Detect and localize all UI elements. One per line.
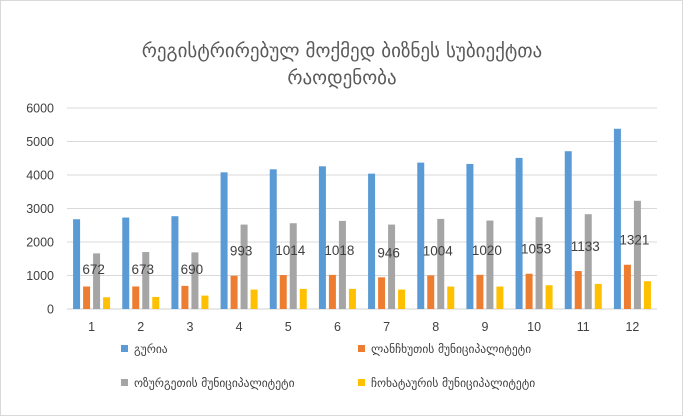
bar-series-3-cat-1 bbox=[93, 253, 101, 309]
data-label: 1018 bbox=[324, 243, 354, 258]
chart-title: რეგისტრირებულ მოქმედ ბიზნეს სუბიექტთა რა… bbox=[142, 40, 542, 89]
data-label: 1004 bbox=[423, 243, 454, 258]
bar-series-2-cat-2 bbox=[132, 286, 140, 309]
y-tick-label: 2000 bbox=[26, 236, 54, 250]
chart-title-line-1: რეგისტრირებულ მოქმედ ბიზნეს სუბიექტთა bbox=[142, 40, 542, 62]
bars bbox=[73, 128, 651, 309]
bar-series-3-cat-5 bbox=[289, 223, 297, 309]
bar-series-4-cat-8 bbox=[447, 286, 455, 309]
bar-series-1-cat-5 bbox=[269, 169, 277, 309]
bar-series-2-cat-11 bbox=[574, 271, 582, 309]
x-tick-label: 1 bbox=[88, 320, 95, 334]
y-tick-label: 1000 bbox=[26, 269, 54, 283]
bar-series-2-cat-1 bbox=[83, 286, 91, 309]
bar-series-3-cat-12 bbox=[633, 200, 641, 309]
data-label: 1014 bbox=[275, 243, 306, 258]
bar-series-1-cat-12 bbox=[613, 128, 621, 309]
x-tick-label: 10 bbox=[527, 320, 541, 334]
bar-series-1-cat-10 bbox=[515, 157, 523, 309]
data-label: 690 bbox=[181, 262, 204, 277]
y-tick-label: 4000 bbox=[26, 169, 54, 183]
bar-series-4-cat-12 bbox=[643, 281, 651, 309]
y-axis-ticks: 0 1000 2000 3000 4000 5000 6000 bbox=[26, 102, 54, 317]
bar-series-1-cat-6 bbox=[318, 166, 326, 309]
x-tick-label: 12 bbox=[625, 320, 639, 334]
bar-series-4-cat-6 bbox=[348, 288, 356, 309]
x-tick-label: 7 bbox=[383, 320, 390, 334]
data-label: 673 bbox=[131, 262, 154, 277]
x-tick-label: 2 bbox=[137, 320, 144, 334]
data-label: 946 bbox=[377, 245, 400, 260]
legend-swatch bbox=[121, 379, 128, 386]
x-tick-label: 8 bbox=[432, 320, 439, 334]
data-labels: 672 673 690 993 1014 1018 946 1004 1020 1053 1133 1… bbox=[82, 233, 649, 277]
bar-series-1-cat-3 bbox=[171, 216, 179, 309]
x-tick-label: 11 bbox=[577, 320, 590, 334]
x-tick-label: 4 bbox=[236, 320, 243, 334]
data-label: 993 bbox=[230, 244, 253, 259]
bar-series-2-cat-3 bbox=[181, 285, 189, 309]
legend: გურია ლანჩხუთის მუნიციპალიტეტი ოზურგეთის მ… bbox=[121, 342, 535, 390]
bar-series-4-cat-2 bbox=[152, 296, 160, 309]
bar-series-4-cat-1 bbox=[103, 297, 111, 309]
bar-series-4-cat-7 bbox=[398, 289, 406, 309]
bar-series-1-cat-9 bbox=[466, 163, 474, 309]
bar-series-4-cat-11 bbox=[594, 283, 602, 309]
y-tick-label: 0 bbox=[47, 303, 54, 317]
gridlines bbox=[67, 107, 657, 310]
bar-series-3-cat-4 bbox=[240, 224, 248, 309]
data-label: 1020 bbox=[472, 243, 502, 258]
y-tick-label: 5000 bbox=[26, 135, 54, 149]
x-axis-ticks: 1 2 3 4 5 6 7 8 9 10 11 12 bbox=[88, 320, 639, 334]
bar-series-3-cat-8 bbox=[437, 218, 445, 309]
bar-series-4-cat-3 bbox=[201, 295, 209, 309]
bar-series-1-cat-2 bbox=[122, 217, 130, 309]
bar-series-2-cat-8 bbox=[427, 275, 435, 309]
y-tick-label: 6000 bbox=[26, 102, 54, 116]
legend-swatch bbox=[358, 379, 365, 386]
x-tick-label: 6 bbox=[334, 320, 341, 334]
bar-series-2-cat-10 bbox=[525, 273, 533, 309]
bar-series-3-cat-2 bbox=[142, 252, 150, 309]
bar-series-3-cat-11 bbox=[584, 214, 592, 309]
bar-series-1-cat-7 bbox=[368, 173, 376, 309]
bar-series-2-cat-6 bbox=[328, 274, 336, 309]
bar-series-3-cat-7 bbox=[388, 224, 396, 309]
bar-series-1-cat-4 bbox=[220, 172, 228, 309]
legend-swatch bbox=[358, 345, 365, 352]
bar-series-4-cat-5 bbox=[299, 288, 307, 309]
bar-series-3-cat-10 bbox=[535, 217, 543, 309]
legend-label: გურია bbox=[134, 342, 168, 356]
bar-series-1-cat-8 bbox=[417, 162, 425, 309]
legend-label: ოზურგეთის მუნიციპალიტეტი bbox=[134, 376, 295, 390]
bar-series-1-cat-1 bbox=[73, 219, 81, 309]
bar-series-3-cat-3 bbox=[191, 252, 199, 309]
x-tick-label: 3 bbox=[186, 320, 193, 334]
bar-series-1-cat-11 bbox=[564, 151, 572, 309]
bar-series-2-cat-4 bbox=[230, 275, 238, 309]
data-label: 672 bbox=[82, 262, 105, 277]
data-label: 1053 bbox=[521, 242, 551, 257]
legend-label: ლანჩხუთის მუნიციპალიტეტი bbox=[371, 342, 531, 356]
bar-series-3-cat-6 bbox=[338, 220, 346, 309]
x-tick-label: 9 bbox=[481, 320, 488, 334]
bar-series-2-cat-9 bbox=[476, 274, 484, 309]
data-label: 1321 bbox=[619, 233, 649, 248]
bar-series-2-cat-7 bbox=[378, 277, 386, 309]
chart-title-line-2: რაოდენობა bbox=[287, 67, 396, 89]
bar-series-2-cat-5 bbox=[279, 275, 287, 309]
legend-swatch bbox=[121, 345, 128, 352]
data-label: 1133 bbox=[571, 239, 600, 254]
bar-series-3-cat-9 bbox=[486, 220, 494, 309]
bar-series-4-cat-9 bbox=[496, 286, 504, 309]
bar-series-2-cat-12 bbox=[623, 264, 631, 309]
y-tick-label: 3000 bbox=[26, 202, 54, 216]
x-tick-label: 5 bbox=[285, 320, 292, 334]
bar-series-4-cat-4 bbox=[250, 289, 258, 309]
bar-series-4-cat-10 bbox=[545, 285, 553, 309]
legend-label: ჩოხატაურის მუნიციპალიტეტი bbox=[371, 376, 535, 390]
